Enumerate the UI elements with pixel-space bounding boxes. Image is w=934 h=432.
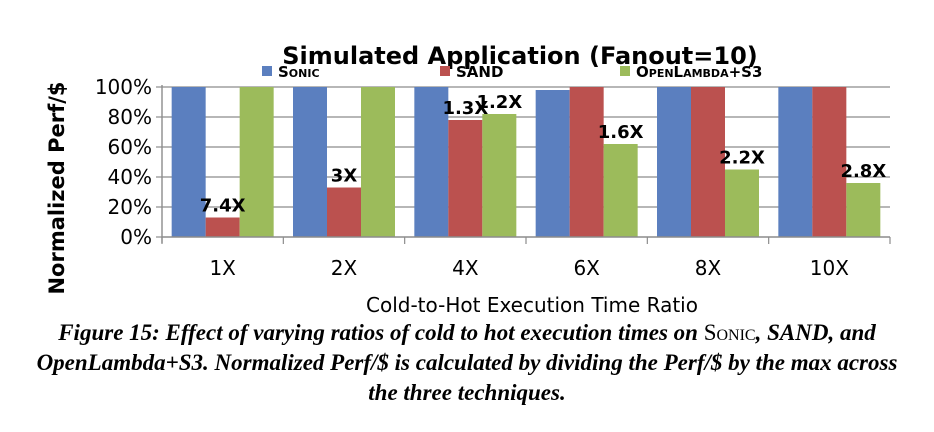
y-tick-label: 100% <box>95 75 152 99</box>
caption-lead: Figure 15: Effect of varying ratios of c… <box>58 320 698 345</box>
legend-label-sand: SAND <box>456 63 503 81</box>
bar-openlambda-s3-8x <box>725 169 759 237</box>
bar-openlambda-s3-2x <box>361 87 395 237</box>
bar-sonic-1x <box>171 87 206 237</box>
x-tick-label: 6X <box>573 256 600 280</box>
bar-openlambda-s3-4x <box>482 114 517 237</box>
bar-sand-2x <box>327 187 361 237</box>
y-tick-label: 60% <box>108 135 152 159</box>
caption-rest: , SAND, and OpenLambda+S3. Normalized Pe… <box>36 320 898 405</box>
x-tick-label: 10X <box>810 256 849 280</box>
annotation-label: 2.2X <box>719 148 765 169</box>
annotation-label: 1.2X <box>476 92 522 113</box>
legend-label-openlambda-s3: OpenLambda+S3 <box>636 63 762 81</box>
bar-sand-6x <box>569 87 604 237</box>
bar-sonic-8x <box>657 87 691 237</box>
chart-title: Simulated Application (Fanout=10) <box>282 42 758 70</box>
x-tick-label: 1X <box>209 256 236 280</box>
bars <box>171 87 881 237</box>
annotation-label: 3X <box>331 166 358 187</box>
legend-swatch-sonic <box>262 66 272 76</box>
bar-openlambda-s3-10x <box>846 183 881 237</box>
bar-openlambda-s3-6x <box>603 144 638 237</box>
x-tick-label: 4X <box>452 256 479 280</box>
bar-sand-10x <box>812 87 847 237</box>
y-tick-label: 20% <box>108 195 152 219</box>
annotation-label: 7.4X <box>200 196 246 217</box>
bar-chart: Simulated Application (Fanout=10) Sonic S… <box>45 42 891 317</box>
x-axis-label: Cold-to-Hot Execution Time Ratio <box>366 293 698 317</box>
legend-swatch-openlambda-s3 <box>620 66 630 76</box>
x-tick-label: 8X <box>695 256 722 280</box>
gridlines <box>162 86 890 208</box>
legend: Sonic SAND OpenLambda+S3 <box>262 63 762 81</box>
annotation-label: 2.8X <box>840 161 886 182</box>
bar-sonic-2x <box>293 87 327 237</box>
annotations: 7.4X 3X 1.3X1.2X 1.6X 2.2X 2.8X <box>200 92 887 217</box>
y-tick-label: 80% <box>108 105 152 129</box>
annotation-label: 1.6X <box>598 122 644 143</box>
figure-caption: Figure 15: Effect of varying ratios of c… <box>20 318 914 408</box>
axes: 0% 20% 40% 60% 80% 100% 1X 2X 4X 6X 8X 10X <box>95 75 891 280</box>
bar-sand-1x <box>205 217 240 237</box>
bar-sand-8x <box>691 87 725 237</box>
y-tick-label: 0% <box>120 225 152 249</box>
y-axis-label: Normalized Perf/$ <box>45 81 69 294</box>
legend-label-sonic: Sonic <box>278 63 320 81</box>
bar-openlambda-s3-1x <box>239 87 274 237</box>
caption-sonic: Sonic <box>703 320 756 345</box>
bar-sonic-10x <box>778 87 813 237</box>
legend-swatch-sand <box>440 66 450 76</box>
annotation-label: 1.3X <box>442 98 488 119</box>
bar-sonic-4x <box>414 87 449 237</box>
bar-sonic-6x <box>535 90 570 237</box>
bar-sand-4x <box>448 120 483 237</box>
x-tick-label: 2X <box>331 256 358 280</box>
y-tick-label: 40% <box>108 165 152 189</box>
